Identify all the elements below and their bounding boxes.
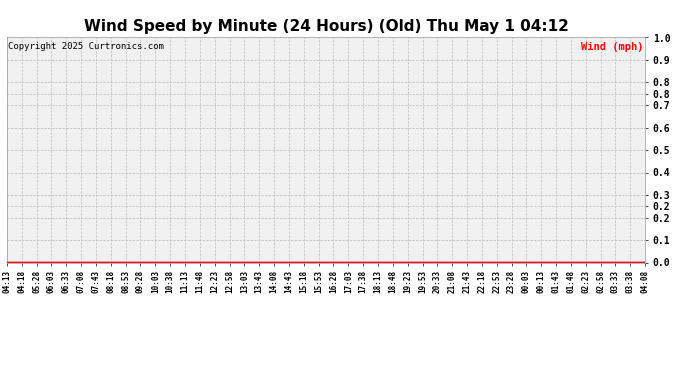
Text: Copyright 2025 Curtronics.com: Copyright 2025 Curtronics.com	[8, 42, 164, 51]
Title: Wind Speed by Minute (24 Hours) (Old) Thu May 1 04:12: Wind Speed by Minute (24 Hours) (Old) Th…	[83, 18, 569, 33]
Text: Wind (mph): Wind (mph)	[582, 42, 644, 52]
